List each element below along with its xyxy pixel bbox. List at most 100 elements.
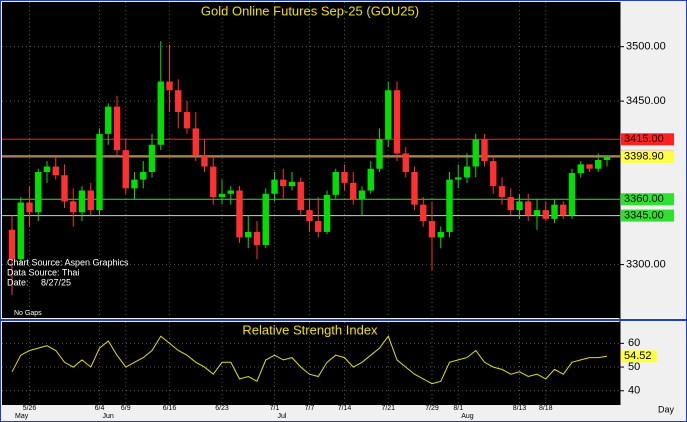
candle-body <box>8 229 16 260</box>
x-tick-label: 8/13 <box>513 405 527 412</box>
candle-body <box>192 128 199 156</box>
chart-title: Gold Online Futures Sep-25 (GOU25) <box>201 3 419 18</box>
level-label: 3398.90 <box>624 151 664 163</box>
annotation: Date: 8/27/25 <box>7 277 71 287</box>
candle-body <box>332 171 339 195</box>
candle-body <box>52 166 59 176</box>
candle-body <box>393 90 401 154</box>
x-month-label: Jul <box>278 413 287 420</box>
candle-body <box>140 171 147 180</box>
candle-body <box>542 210 549 219</box>
candle-body <box>577 164 584 174</box>
candle-body <box>297 181 304 211</box>
candle-body <box>376 139 383 169</box>
candle-body <box>507 197 514 211</box>
candle-body <box>420 204 427 222</box>
candle-body <box>533 210 541 216</box>
candle-body <box>262 193 269 245</box>
candle-body <box>463 166 471 178</box>
candle-body <box>35 171 42 213</box>
x-month-label: May <box>15 413 29 420</box>
x-tick-label: 7/7 <box>305 405 315 412</box>
candle-body <box>113 106 121 151</box>
candle-body <box>341 171 348 183</box>
candle-body <box>560 204 567 216</box>
x-month-label: Jun <box>103 413 114 420</box>
price-panel <box>2 2 620 318</box>
level-box <box>621 133 674 146</box>
candle-body <box>78 190 86 213</box>
candle-body <box>481 139 488 162</box>
y-tick-label: 3500.00 <box>626 41 666 53</box>
candle-body <box>218 193 226 198</box>
y-tick-label: 40 <box>628 385 640 397</box>
x-tick-label: 8/1 <box>453 405 463 412</box>
candle-body <box>315 221 322 232</box>
candle-body <box>43 166 51 172</box>
candle-body <box>306 210 313 222</box>
candle-body <box>183 112 191 129</box>
candle-body <box>428 221 436 238</box>
x-tick-label: 7/1 <box>270 405 280 412</box>
x-month-label: Aug <box>461 413 474 420</box>
candle-body <box>411 171 418 205</box>
level-label: 3415.00 <box>624 133 664 145</box>
candle-body <box>131 179 138 189</box>
candle-body <box>245 231 252 238</box>
candle-body <box>350 182 357 200</box>
candle-body <box>17 202 24 260</box>
candle-body <box>122 150 129 189</box>
y-tick-label: 3450.00 <box>626 95 666 107</box>
candle-body <box>367 168 374 191</box>
candle-body <box>385 90 392 140</box>
x-tick-label: 8/18 <box>539 405 553 412</box>
candle-body <box>568 173 576 216</box>
candle-body <box>61 175 68 202</box>
candle-body <box>490 161 497 187</box>
candle-body <box>498 186 506 198</box>
candle-body <box>201 155 208 167</box>
level-label: 3345.00 <box>624 209 664 221</box>
level-box <box>621 193 674 206</box>
candle-body <box>70 201 77 213</box>
candle-body <box>166 81 173 91</box>
value-box <box>621 350 657 363</box>
x-tick-label: 6/16 <box>163 405 177 412</box>
x-tick-label: 6/4 <box>95 405 105 412</box>
candle-body <box>210 166 217 198</box>
x-tick-label: 6/23 <box>215 405 229 412</box>
rsi-line <box>11 335 608 385</box>
candle-body <box>586 164 593 169</box>
x-tick-label: 6/9 <box>121 405 131 412</box>
y-tick-label: 50 <box>628 361 640 373</box>
candle-body <box>358 190 366 200</box>
candle-body <box>105 106 112 134</box>
candle-body <box>236 190 243 238</box>
y-tick-label: 3300.00 <box>626 259 666 271</box>
candle-body <box>227 190 234 194</box>
value-label: 54.52 <box>624 350 652 362</box>
x-tick-label: 7/21 <box>381 405 395 412</box>
candle-body <box>87 190 94 211</box>
candle-body <box>148 144 156 172</box>
x-tick-label: 5/26 <box>23 405 37 412</box>
candle-body <box>595 160 602 169</box>
level-box <box>621 150 674 163</box>
x-axis-label: Day <box>658 404 675 414</box>
candle-body <box>603 156 611 160</box>
candle-body <box>516 201 523 211</box>
candle-body <box>323 194 331 232</box>
candle-body <box>157 81 164 145</box>
candle-body <box>175 90 182 113</box>
candle-body <box>253 231 261 245</box>
candle-body <box>26 202 33 213</box>
candle-body <box>446 179 453 232</box>
candle-body <box>525 201 532 216</box>
candle-body <box>455 177 462 180</box>
candle-body <box>280 179 287 187</box>
candle-body <box>96 133 103 211</box>
x-tick-label: 7/14 <box>338 405 352 412</box>
annotation: Chart Source: Aspen Graphics <box>7 257 129 267</box>
candle-body <box>402 153 409 172</box>
